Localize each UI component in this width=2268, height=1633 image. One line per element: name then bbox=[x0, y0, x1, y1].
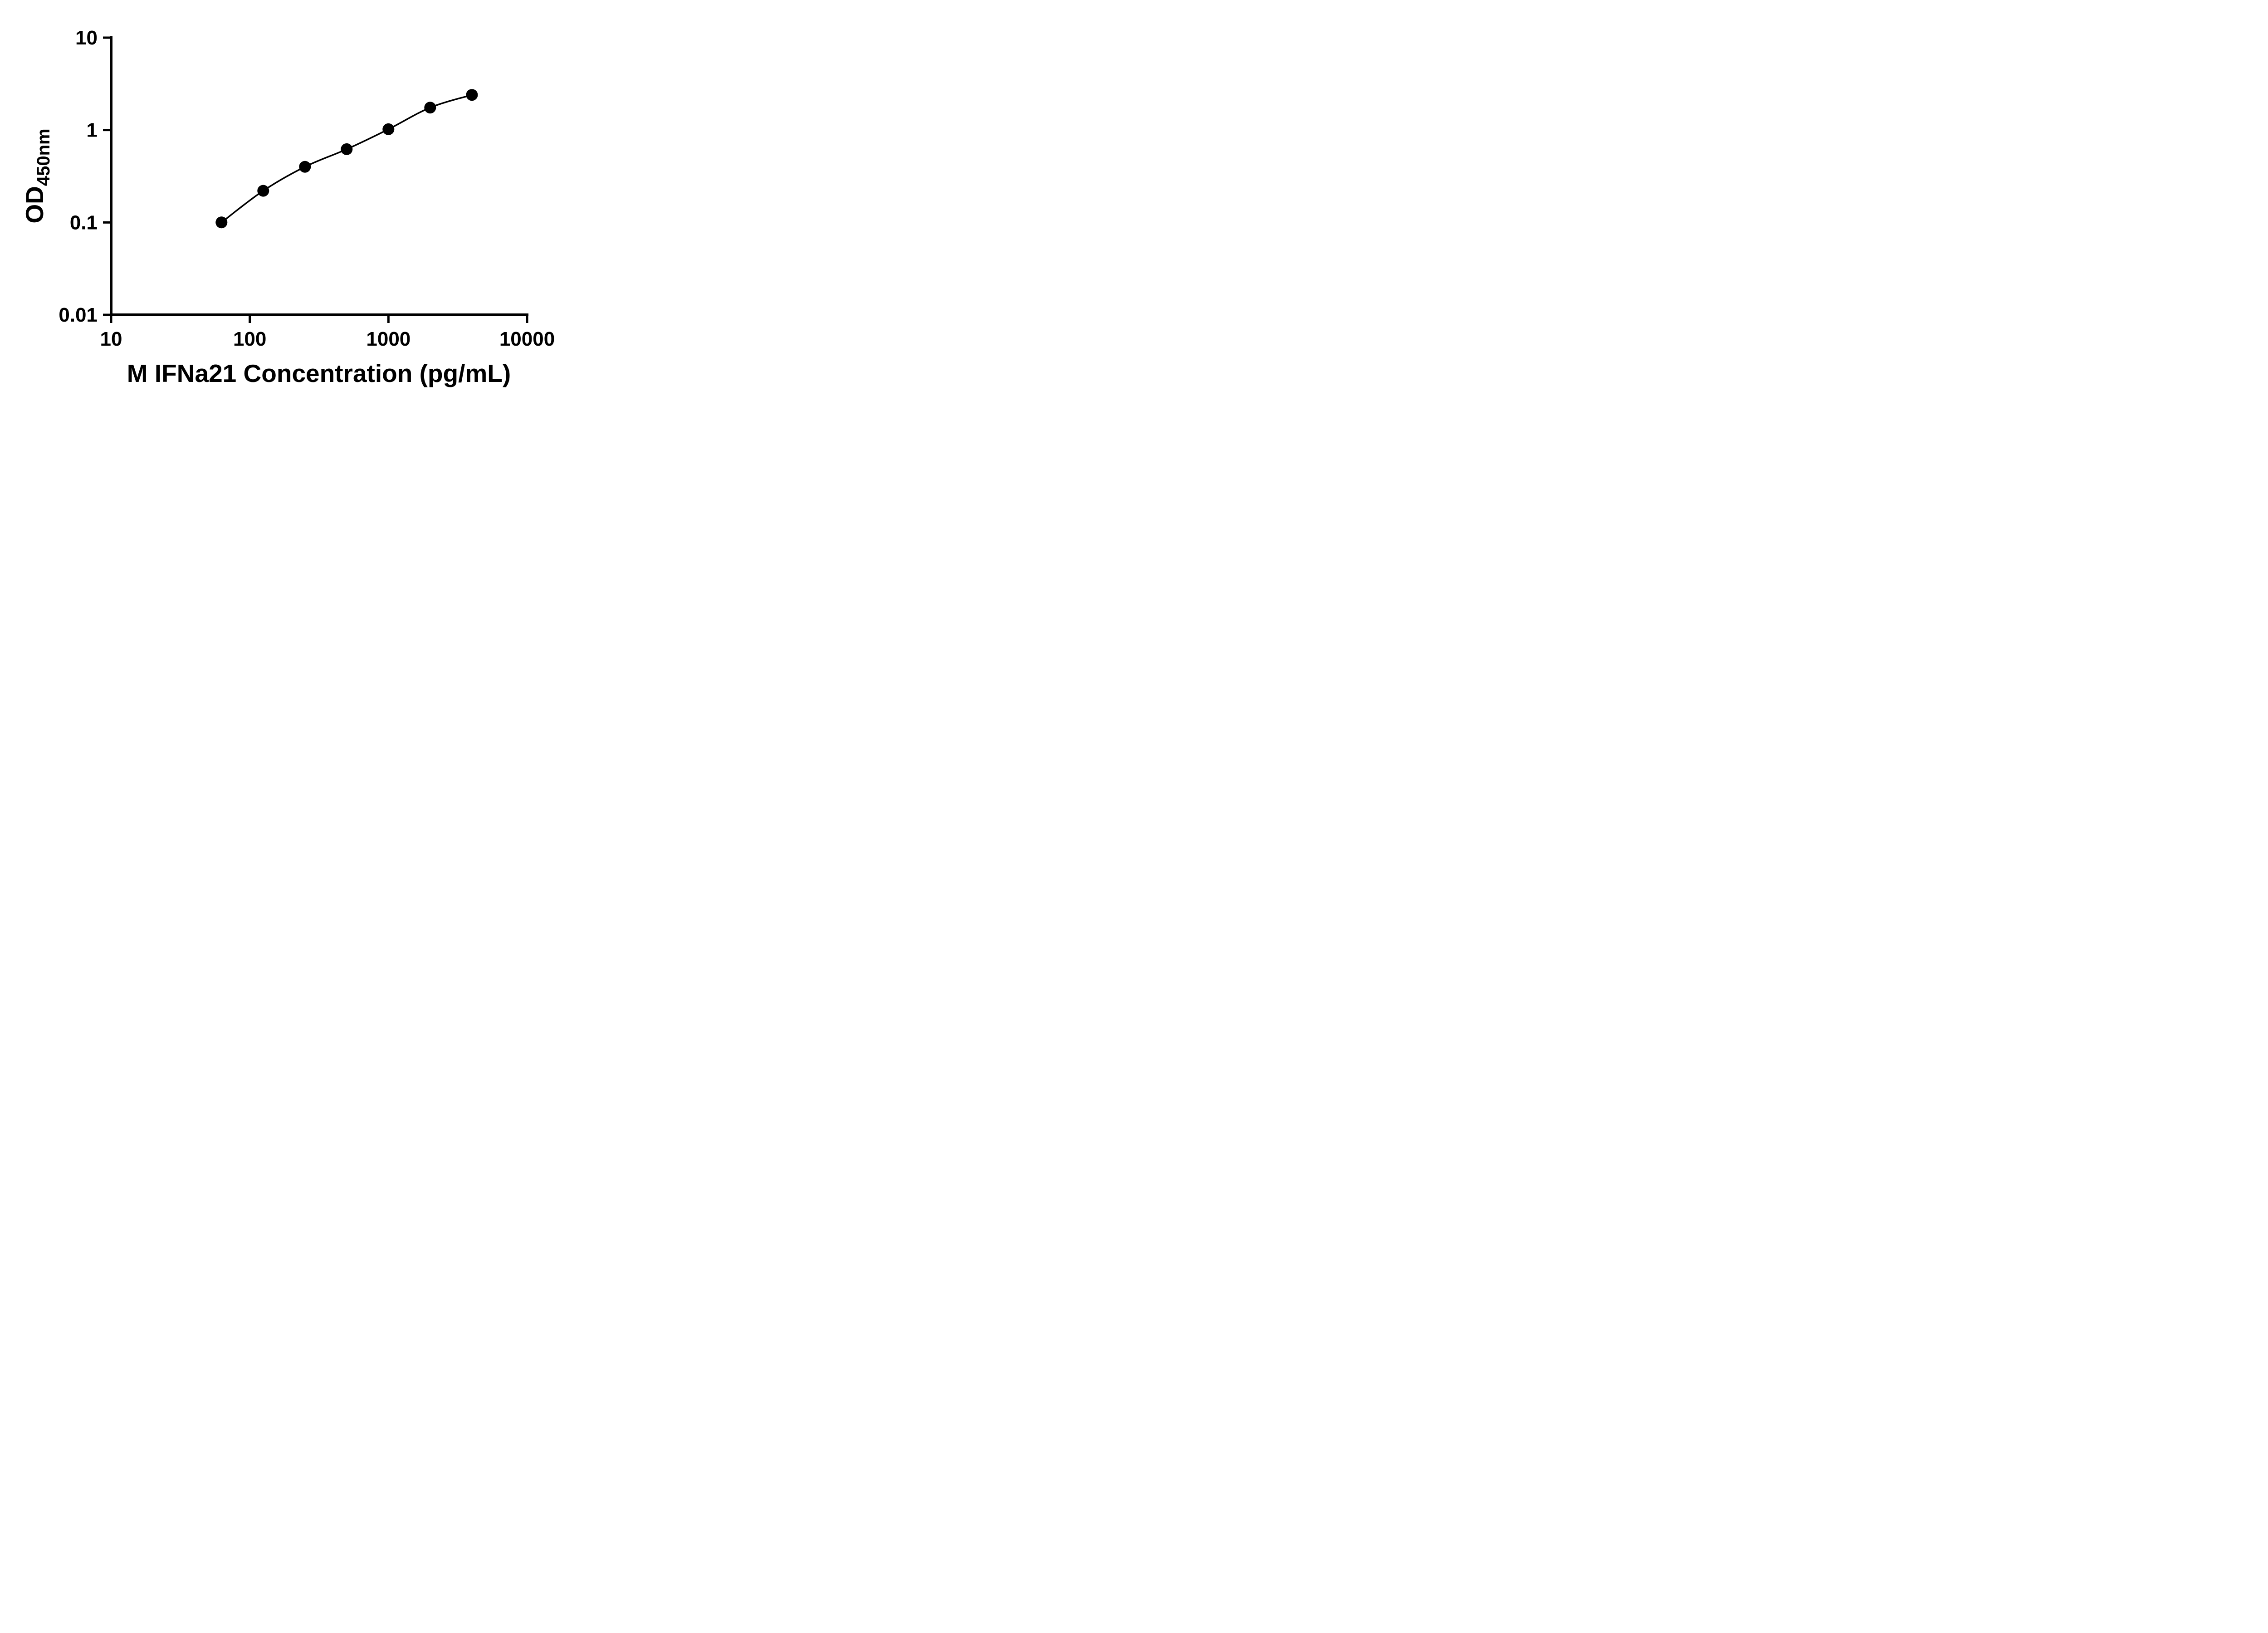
y-tick-label: 0.1 bbox=[70, 211, 98, 234]
x-tick-label: 1000 bbox=[366, 328, 411, 350]
chart-page: 10 100 1000 10000 0.01 0.1 1 10 M IFNa21 Concen… bbox=[0, 0, 583, 408]
x-tick-label: 100 bbox=[233, 328, 266, 350]
fit-curve bbox=[221, 94, 472, 223]
y-axis-title-subscript: 450nm bbox=[34, 128, 54, 186]
x-tick-label: 10000 bbox=[499, 328, 555, 350]
data-point bbox=[466, 89, 478, 101]
data-point bbox=[299, 161, 311, 173]
data-point bbox=[341, 143, 353, 155]
y-axis-title-main: OD bbox=[20, 186, 49, 224]
data-series bbox=[215, 89, 478, 229]
x-tick-label: 10 bbox=[100, 328, 122, 350]
standard-curve-chart: 10 100 1000 10000 0.01 0.1 1 10 M IFNa21 Concen… bbox=[20, 27, 555, 387]
data-point bbox=[257, 185, 269, 197]
x-axis-title: M IFNa21 Concentration (pg/mL) bbox=[127, 359, 511, 387]
y-tick-label: 10 bbox=[75, 27, 98, 49]
data-point bbox=[382, 123, 395, 135]
y-axis-title: OD450nm bbox=[20, 128, 54, 223]
axes: 10 100 1000 10000 0.01 0.1 1 10 bbox=[59, 27, 555, 350]
data-point bbox=[424, 102, 436, 114]
y-tick-label: 1 bbox=[87, 119, 98, 142]
data-point bbox=[215, 216, 228, 229]
y-tick-label: 0.01 bbox=[59, 304, 98, 326]
